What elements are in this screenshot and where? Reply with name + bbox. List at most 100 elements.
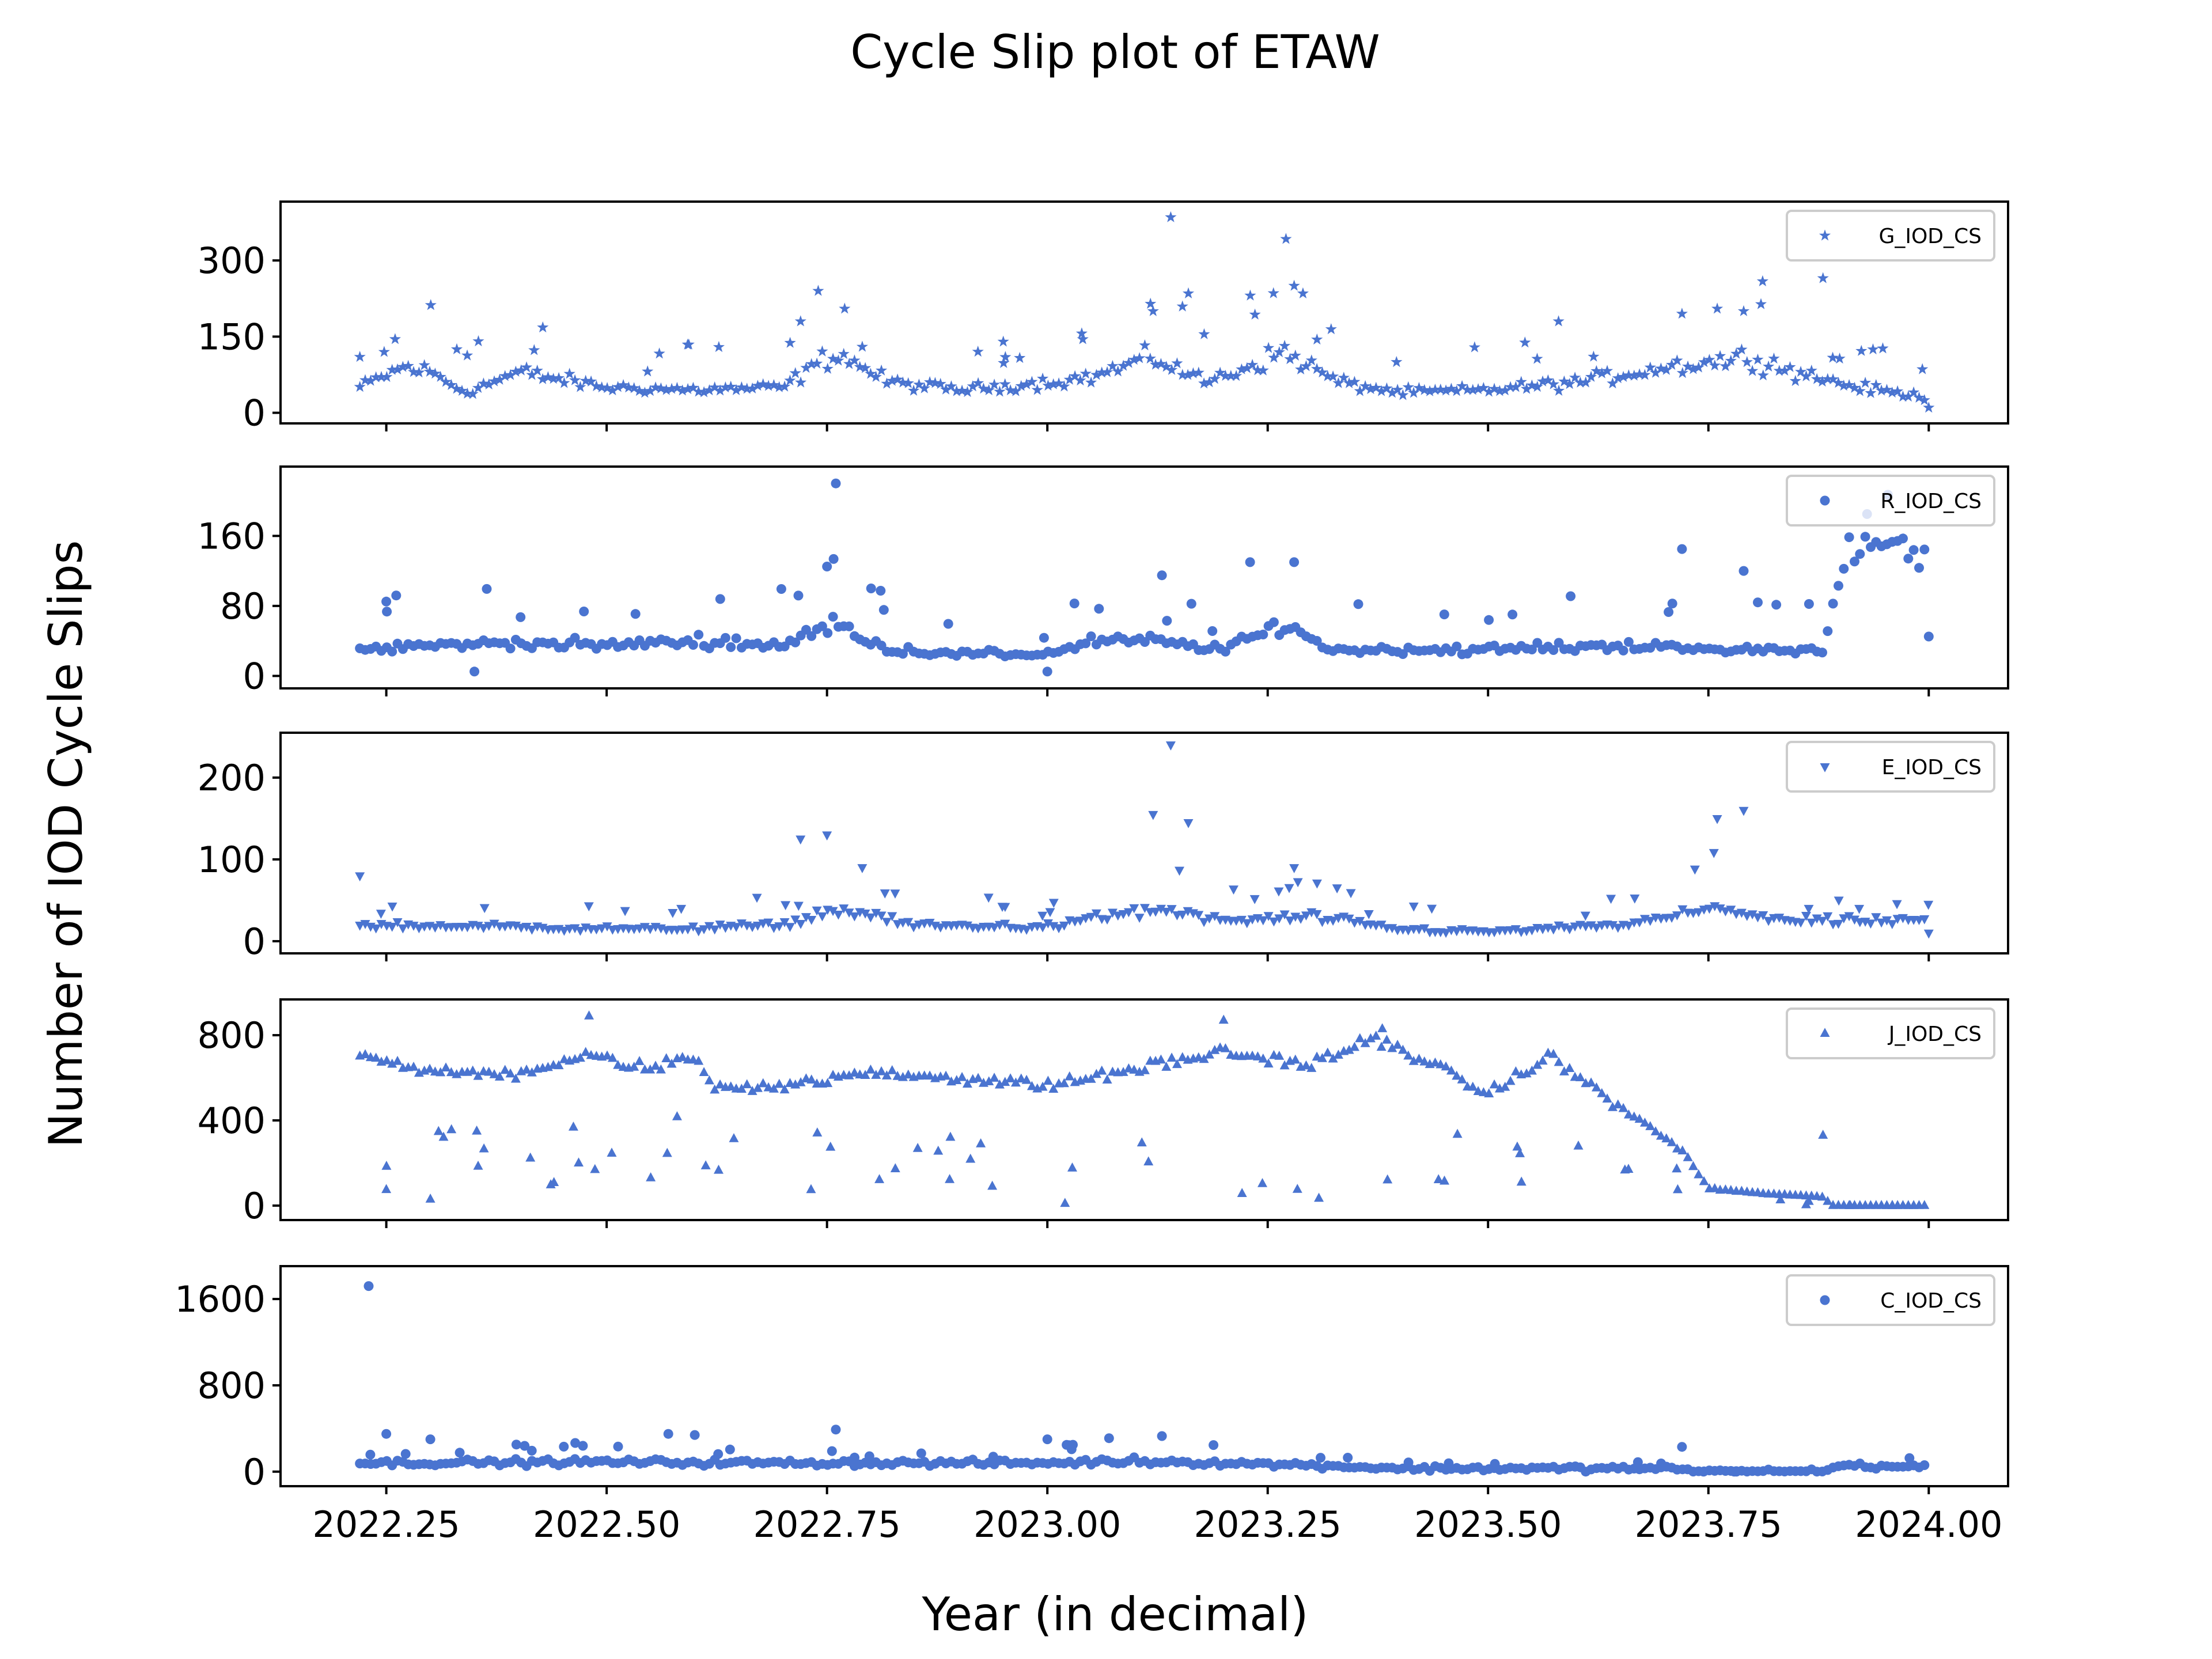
data-point (468, 1065, 478, 1075)
data-point (1376, 921, 1387, 930)
data-point (387, 646, 397, 657)
data-point (1247, 358, 1259, 370)
data-point (827, 353, 839, 364)
data-point (1134, 914, 1145, 923)
data-point (1499, 384, 1511, 396)
data-point (1408, 387, 1420, 398)
data-point (828, 907, 838, 916)
data-point (752, 1082, 763, 1092)
data-point (1402, 381, 1414, 392)
data-point (1343, 377, 1355, 388)
data-point (1876, 918, 1887, 928)
data-point (1892, 385, 1904, 396)
data-point (1228, 885, 1238, 895)
data-point (790, 637, 801, 647)
data-point (768, 378, 780, 391)
data-point (1037, 923, 1048, 933)
data-point (391, 363, 404, 374)
data-point (1923, 631, 1934, 642)
data-point (472, 335, 484, 347)
data-point (1112, 365, 1124, 377)
data-point (1452, 927, 1462, 937)
data-point (644, 385, 656, 396)
data-point (849, 1067, 859, 1077)
data-point (741, 382, 753, 394)
data-point (752, 380, 764, 391)
data-point (1650, 366, 1662, 378)
y-tick-label: 0 (243, 655, 266, 697)
data-point (886, 374, 898, 386)
data-point (768, 1083, 779, 1093)
data-point (976, 1138, 986, 1147)
data-point (628, 382, 640, 393)
data-point (897, 1071, 908, 1081)
data-point (871, 908, 881, 918)
data-point (397, 924, 408, 934)
data-point (1865, 919, 1876, 929)
data-point (704, 922, 714, 931)
data-point (1441, 929, 1451, 938)
y-tick-label: 0 (243, 921, 266, 963)
axes-frame (279, 732, 2009, 955)
data-point (371, 924, 381, 934)
data-point (1532, 1059, 1543, 1069)
data-point (912, 1143, 923, 1152)
data-point (828, 554, 839, 564)
data-point (1321, 370, 1334, 381)
x-tick-label: 2022.25 (312, 1503, 460, 1546)
data-point (489, 1069, 499, 1078)
data-point (645, 925, 656, 934)
data-point (1527, 1065, 1537, 1075)
data-point (1419, 1056, 1430, 1066)
data-point (1559, 1066, 1569, 1075)
data-point (774, 1078, 785, 1088)
data-point (1612, 372, 1624, 384)
data-point (1613, 923, 1623, 933)
data-point (1204, 914, 1214, 924)
data-point (1456, 380, 1468, 391)
data-point (559, 1441, 569, 1452)
data-point (1043, 1075, 1053, 1085)
data-point (1268, 617, 1279, 627)
data-point (1312, 636, 1322, 646)
data-point (984, 1076, 994, 1086)
data-point (1613, 1099, 1623, 1109)
data-point (987, 1180, 998, 1190)
data-point (823, 1078, 833, 1088)
data-point (570, 924, 580, 934)
data-point (666, 382, 678, 394)
data-point (876, 1066, 887, 1075)
data-point (613, 1441, 623, 1452)
data-point (511, 1440, 521, 1450)
data-point (823, 628, 833, 638)
data-point (433, 1126, 444, 1135)
data-point (1060, 1198, 1070, 1207)
data-point (994, 385, 1006, 397)
data-point (1711, 302, 1724, 314)
data-point (1531, 381, 1543, 392)
data-point (446, 1067, 456, 1077)
data-point (1618, 645, 1628, 656)
data-point (1166, 905, 1177, 914)
data-point (1585, 370, 1597, 382)
data-point (1039, 632, 1049, 643)
data-point (478, 924, 488, 933)
data-point (1580, 911, 1590, 921)
data-point (833, 910, 843, 920)
data-point (1666, 914, 1677, 923)
data-point (856, 340, 868, 352)
data-point (1042, 666, 1052, 677)
data-point (806, 915, 817, 925)
data-point (1510, 1066, 1521, 1075)
data-point (355, 922, 365, 931)
data-point (816, 345, 828, 357)
data-point (1204, 1049, 1214, 1059)
data-point (440, 376, 452, 387)
data-point (849, 354, 861, 366)
data-point (1548, 1048, 1559, 1058)
data-point (1827, 351, 1839, 363)
data-point (434, 370, 446, 382)
data-point (902, 377, 914, 388)
data-point (1074, 374, 1086, 386)
data-point (747, 923, 757, 933)
